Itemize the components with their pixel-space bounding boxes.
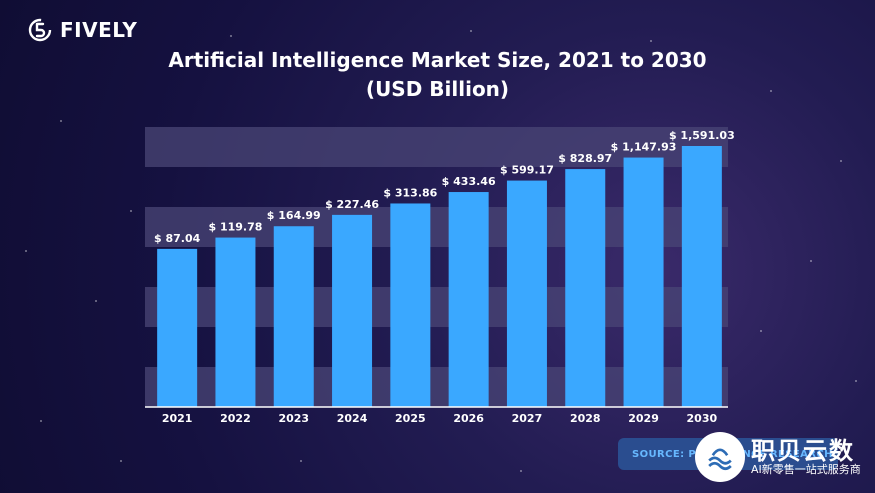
background-star [130, 210, 132, 212]
bar-2028 [565, 169, 606, 407]
brand-logo: FIVELY [28, 18, 137, 42]
bar-2025 [390, 203, 431, 407]
watermark: 职贝云数 AI新零售一站式服务商 [695, 425, 865, 489]
background-star [120, 460, 122, 462]
watermark-subtitle: AI新零售一站式服务商 [751, 463, 861, 477]
watermark-logo-icon [695, 432, 745, 482]
bar-2024 [332, 214, 373, 407]
data-label-2026: $ 433.46 [442, 175, 496, 188]
chart-title: Artificial Intelligence Market Size, 202… [0, 46, 875, 104]
background-star [770, 90, 772, 92]
x-tick-2026: 2026 [453, 412, 484, 425]
bar-2023 [273, 226, 314, 407]
chart-title-line1: Artificial Intelligence Market Size, 202… [168, 48, 707, 72]
background-star [650, 40, 652, 42]
bar-2026 [448, 192, 489, 407]
x-tick-2024: 2024 [337, 412, 368, 425]
x-tick-2021: 2021 [162, 412, 193, 425]
data-label-2027: $ 599.17 [500, 164, 554, 177]
data-label-2021: $ 87.04 [154, 232, 201, 245]
data-label-2024: $ 227.46 [325, 198, 379, 211]
background-star [760, 330, 762, 332]
x-tick-2030: 2030 [687, 412, 718, 425]
data-label-2023: $ 164.99 [267, 209, 321, 222]
x-tick-2025: 2025 [395, 412, 426, 425]
brand-name: FIVELY [60, 18, 138, 42]
bar-2022 [215, 237, 256, 407]
fively-logo-icon [28, 18, 52, 42]
x-tick-2022: 2022 [220, 412, 251, 425]
background-star [810, 260, 812, 262]
watermark-title: 职贝云数 [751, 436, 855, 465]
data-label-2022: $ 119.78 [208, 221, 262, 234]
background-star [60, 120, 62, 122]
bar-2027 [506, 180, 547, 407]
background-star [300, 460, 302, 462]
background-star [520, 470, 522, 472]
background-star [230, 35, 232, 37]
background-star [840, 160, 842, 162]
bar-2021 [157, 248, 198, 407]
background-star [95, 300, 97, 302]
data-label-2029: $ 1,147.93 [611, 141, 677, 154]
background-star [25, 250, 27, 252]
x-tick-2029: 2029 [628, 412, 659, 425]
data-label-2030: $ 1,591.03 [669, 129, 735, 142]
x-tick-2028: 2028 [570, 412, 601, 425]
x-tick-2027: 2027 [512, 412, 543, 425]
background-star [470, 30, 472, 32]
bar-2029 [623, 157, 664, 407]
chart-title-line2: (USD Billion) [365, 77, 510, 101]
x-tick-2023: 2023 [278, 412, 309, 425]
bar-2030 [681, 146, 722, 407]
data-label-2028: $ 828.97 [558, 152, 612, 165]
background-star [855, 380, 857, 382]
data-label-2025: $ 313.86 [383, 186, 437, 199]
background-star [40, 420, 42, 422]
